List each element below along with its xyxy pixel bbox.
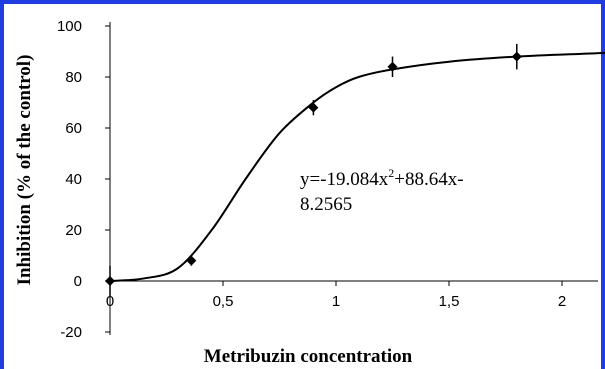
y-tick-label: 60 [65,120,82,137]
data-point [387,61,398,72]
y-tick-label: 20 [65,222,82,239]
fit-equation-line2: 8.2565 [300,194,352,215]
frame-border-left [0,0,4,369]
data-point [308,102,319,113]
x-tick-label: 0,5 [213,293,234,310]
y-tick-label: 80 [65,69,82,86]
x-tick-label: 0 [106,293,114,310]
x-tick-label: 1,5 [439,293,460,310]
y-ticks: 100 80 60 40 20 0 -20 [57,18,110,341]
fit-equation-superscript: 2 [388,166,394,180]
y-axis-title: Inhibition (% of the control) [14,55,35,286]
fit-curve [109,51,605,282]
fit-equation-part1: y=-19.084x [300,169,389,190]
x-tick-label: 1 [332,293,340,310]
fit-equation-part2: +88.64x- [394,169,463,190]
x-tick-label: 2 [558,293,566,310]
data-point [511,51,522,62]
y-tick-label: 100 [57,18,82,35]
x-axis-title: Metribuzin concentration [204,346,413,367]
fit-equation-line1: y=-19.084x2+88.64x- [300,166,464,190]
y-tick-label: 40 [65,171,82,188]
x-ticks: 00,511,522,5 [106,281,566,310]
frame-border-right [601,0,605,369]
y-tick-label: -20 [60,324,82,341]
data-point [105,276,115,286]
data-points [105,43,522,297]
frame-border-top [0,0,605,4]
data-point [186,255,197,266]
y-tick-label: 0 [74,273,82,290]
